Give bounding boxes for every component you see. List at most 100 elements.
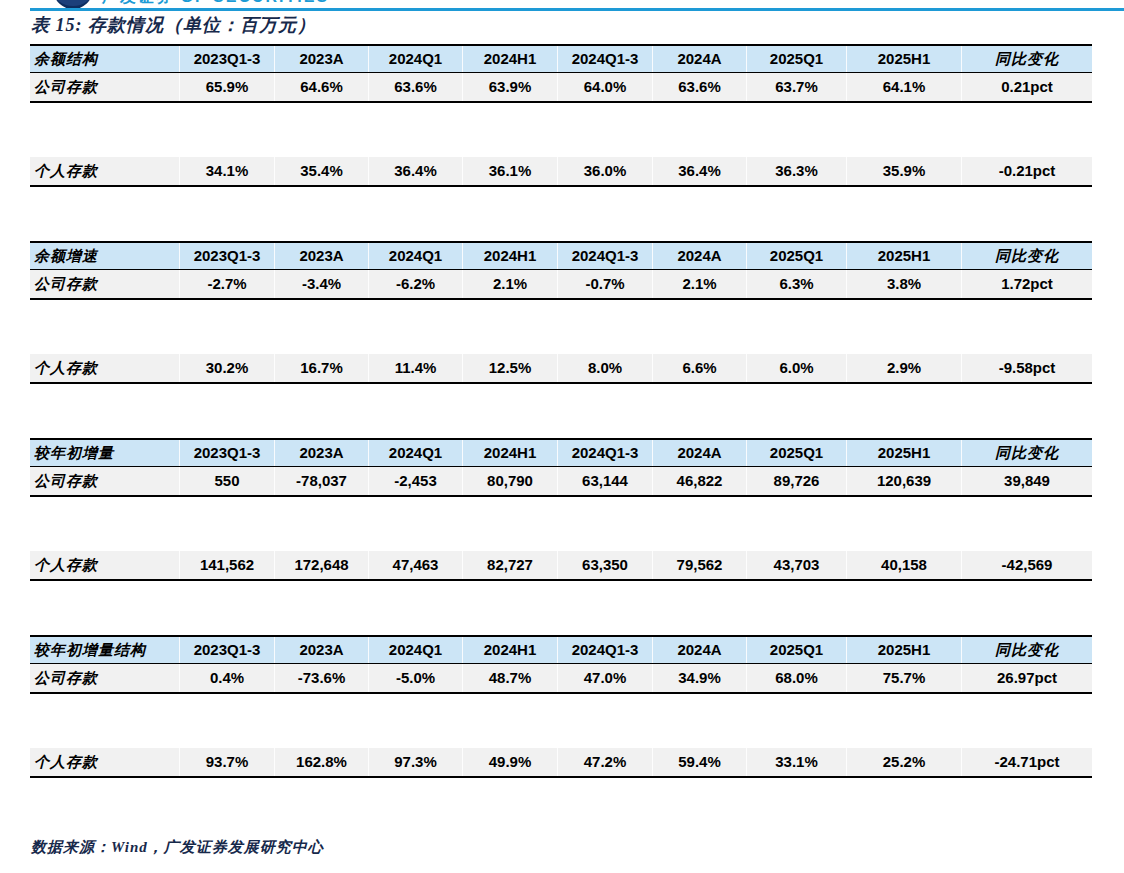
column-header-cell: 同比变化 <box>962 440 1092 466</box>
column-header-cell: 2023Q1-3 <box>180 440 275 466</box>
column-header-cell: 2024Q1-3 <box>558 243 653 269</box>
column-header-cell: 2023Q1-3 <box>180 637 275 663</box>
row-label-cell: 公司存款 <box>30 73 180 101</box>
personal-deposit-row: 个人存款34.1%35.4%36.4%36.1%36.0%36.4%36.3%3… <box>30 157 1092 187</box>
column-header-cell: 2025H1 <box>847 243 962 269</box>
value-cell: -24.71pct <box>962 748 1092 776</box>
column-header-cell: 2024A <box>653 46 747 72</box>
value-cell: -78,037 <box>275 467 369 495</box>
value-cell: 34.1% <box>180 157 275 185</box>
value-cell: 11.4% <box>369 354 463 382</box>
column-header-cell: 2023A <box>275 243 369 269</box>
section-header-row: 较年初增量结构2023Q1-32023A2024Q12024H12024Q1-3… <box>30 637 1092 664</box>
value-cell: 65.9% <box>180 73 275 101</box>
company-deposit-row: 公司存款550-78,037-2,45380,79063,14446,82289… <box>30 467 1092 495</box>
row-label-cell: 个人存款 <box>30 748 180 776</box>
value-cell: 33.1% <box>747 748 847 776</box>
value-cell: 47,463 <box>369 551 463 579</box>
value-cell: 2.1% <box>463 270 558 298</box>
column-header-cell: 2025Q1 <box>747 46 847 72</box>
section-header-row: 较年初增量2023Q1-32023A2024Q12024H12024Q1-320… <box>30 440 1092 467</box>
column-header-cell: 2024A <box>653 243 747 269</box>
column-header-cell: 2024Q1 <box>369 440 463 466</box>
column-header-cell: 2023A <box>275 440 369 466</box>
section-block: 余额增速2023Q1-32023A2024Q12024H12024Q1-3202… <box>30 241 1092 300</box>
value-cell: -2,453 <box>369 467 463 495</box>
column-header-cell: 2024Q1 <box>369 637 463 663</box>
value-cell: 3.8% <box>847 270 962 298</box>
section-block: 较年初增量2023Q1-32023A2024Q12024H12024Q1-320… <box>30 438 1092 497</box>
column-header-cell: 2025H1 <box>847 637 962 663</box>
value-cell: -2.7% <box>180 270 275 298</box>
value-cell: 25.2% <box>847 748 962 776</box>
value-cell: 141,562 <box>180 551 275 579</box>
value-cell: 39,849 <box>962 467 1092 495</box>
value-cell: 8.0% <box>558 354 653 382</box>
value-cell: 63.6% <box>653 73 747 101</box>
column-header-cell: 2024H1 <box>463 46 558 72</box>
value-cell: 63,144 <box>558 467 653 495</box>
section-header-row: 余额增速2023Q1-32023A2024Q12024H12024Q1-3202… <box>30 243 1092 270</box>
value-cell: 6.3% <box>747 270 847 298</box>
value-cell: 34.9% <box>653 664 747 692</box>
column-header-cell: 2025Q1 <box>747 637 847 663</box>
value-cell: -6.2% <box>369 270 463 298</box>
value-cell: 26.97pct <box>962 664 1092 692</box>
column-header-cell: 同比变化 <box>962 46 1092 72</box>
column-header-cell: 2024Q1-3 <box>558 440 653 466</box>
value-cell: 82,727 <box>463 551 558 579</box>
column-header-cell: 2025Q1 <box>747 440 847 466</box>
brand-logo: 广发证券 GF SECURITIES <box>50 0 370 8</box>
column-header-cell: 2023Q1-3 <box>180 243 275 269</box>
company-deposit-row: 公司存款65.9%64.6%63.6%63.9%64.0%63.6%63.7%6… <box>30 73 1092 101</box>
value-cell: 35.4% <box>275 157 369 185</box>
value-cell: 2.1% <box>653 270 747 298</box>
value-cell: 36.1% <box>463 157 558 185</box>
column-header-cell: 2024A <box>653 637 747 663</box>
value-cell: 0.4% <box>180 664 275 692</box>
value-cell: 1.72pct <box>962 270 1092 298</box>
section-name-cell: 较年初增量 <box>30 440 180 466</box>
value-cell: 40,158 <box>847 551 962 579</box>
value-cell: -0.7% <box>558 270 653 298</box>
value-cell: -42,569 <box>962 551 1092 579</box>
value-cell: 162.8% <box>275 748 369 776</box>
header-rule <box>30 8 1124 11</box>
data-source-note: 数据来源：Wind，广发证券发展研究中心 <box>31 838 324 857</box>
value-cell: 172,648 <box>275 551 369 579</box>
value-cell: 12.5% <box>463 354 558 382</box>
value-cell: -73.6% <box>275 664 369 692</box>
value-cell: -3.4% <box>275 270 369 298</box>
column-header-cell: 2024Q1 <box>369 46 463 72</box>
section-name-cell: 余额结构 <box>30 46 180 72</box>
column-header-cell: 同比变化 <box>962 637 1092 663</box>
deposit-table: 余额结构2023Q1-32023A2024Q12024H12024Q1-3202… <box>30 44 1092 832</box>
value-cell: 46,822 <box>653 467 747 495</box>
value-cell: 97.3% <box>369 748 463 776</box>
column-header-cell: 2024H1 <box>463 637 558 663</box>
row-label-cell: 公司存款 <box>30 270 180 298</box>
value-cell: 6.0% <box>747 354 847 382</box>
value-cell: -0.21pct <box>962 157 1092 185</box>
value-cell: 43,703 <box>747 551 847 579</box>
column-header-cell: 2023A <box>275 637 369 663</box>
row-label-cell: 个人存款 <box>30 354 180 382</box>
value-cell: 120,639 <box>847 467 962 495</box>
column-header-cell: 2025Q1 <box>747 243 847 269</box>
value-cell: 47.2% <box>558 748 653 776</box>
row-label-cell: 个人存款 <box>30 157 180 185</box>
column-header-cell: 2024Q1-3 <box>558 637 653 663</box>
value-cell: 68.0% <box>747 664 847 692</box>
section-name-cell: 余额增速 <box>30 243 180 269</box>
row-label-cell: 公司存款 <box>30 664 180 692</box>
value-cell: 16.7% <box>275 354 369 382</box>
column-header-cell: 同比变化 <box>962 243 1092 269</box>
column-header-cell: 2023Q1-3 <box>180 46 275 72</box>
value-cell: 36.4% <box>369 157 463 185</box>
section-block: 余额结构2023Q1-32023A2024Q12024H12024Q1-3202… <box>30 44 1092 103</box>
value-cell: 64.6% <box>275 73 369 101</box>
value-cell: 36.4% <box>653 157 747 185</box>
column-header-cell: 2024Q1-3 <box>558 46 653 72</box>
company-deposit-row: 公司存款-2.7%-3.4%-6.2%2.1%-0.7%2.1%6.3%3.8%… <box>30 270 1092 298</box>
value-cell: 6.6% <box>653 354 747 382</box>
